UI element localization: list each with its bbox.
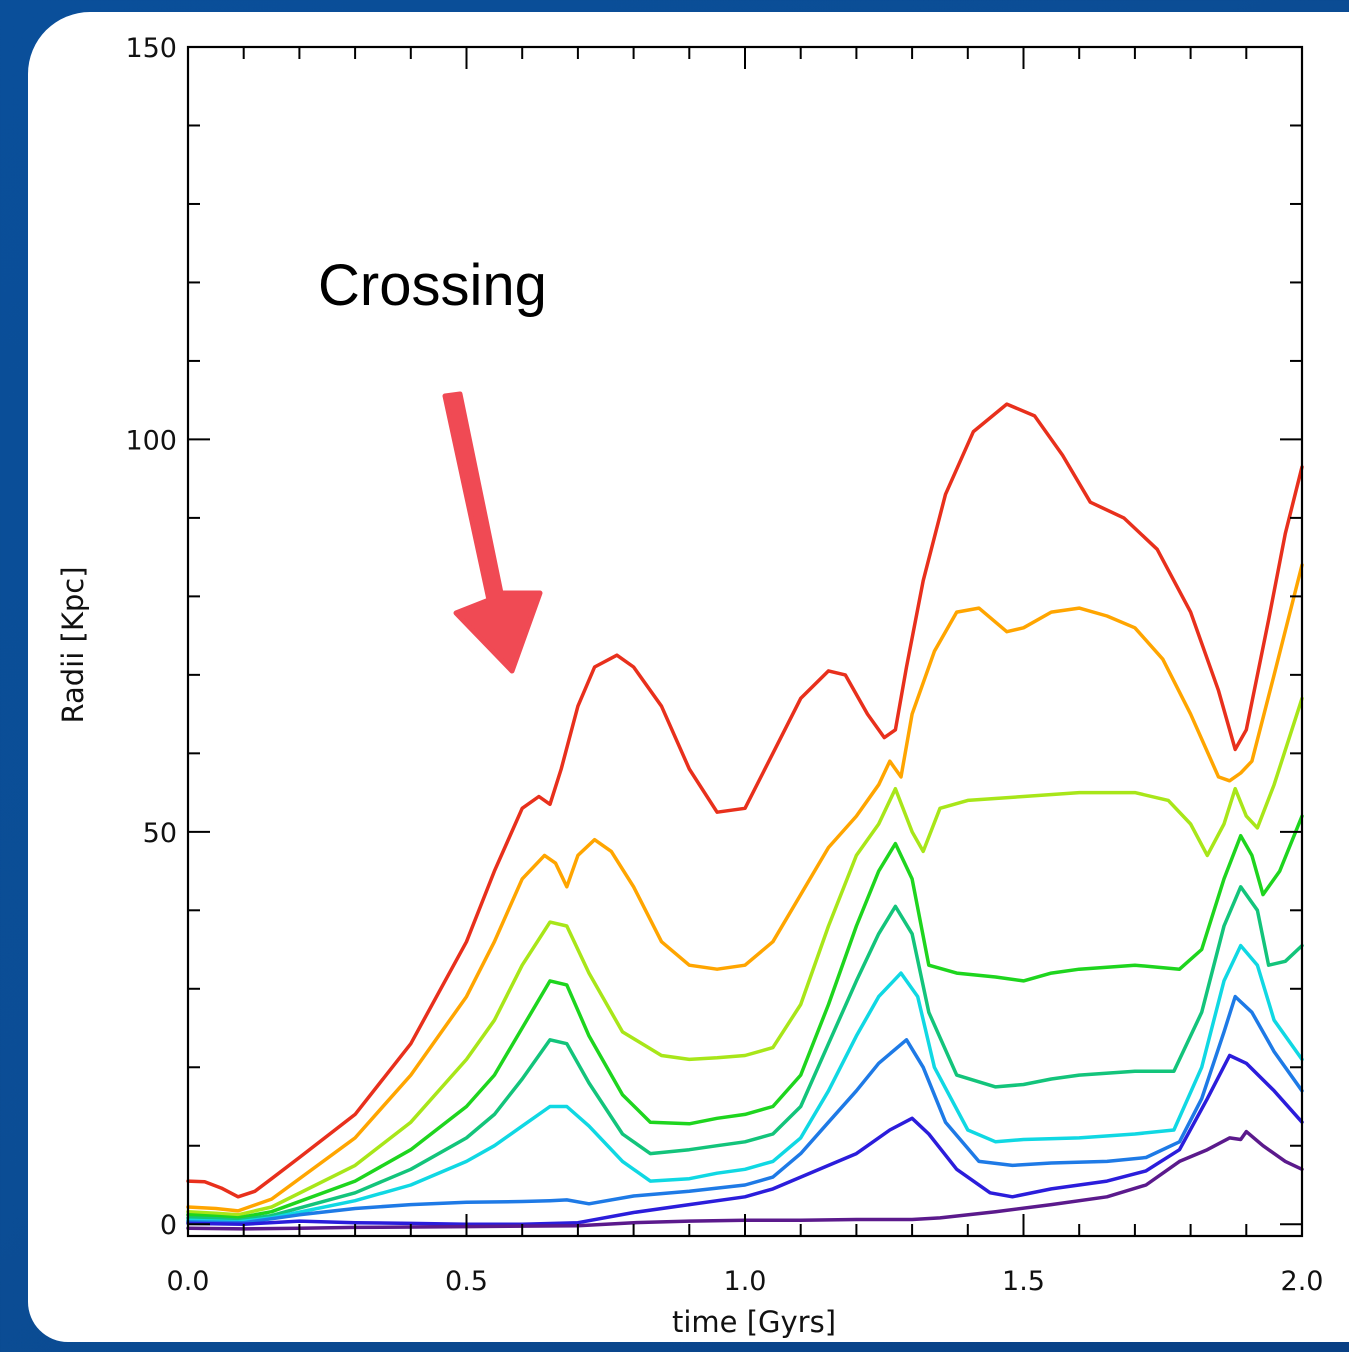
y-tick-label: 150	[125, 33, 177, 64]
x-tick-label: 1.0	[724, 1266, 767, 1297]
series-line-2	[186, 563, 1304, 1213]
series-line-6	[186, 943, 1304, 1224]
y-tick-label: 100	[125, 425, 177, 456]
x-tick-label: 2.0	[1281, 1266, 1324, 1297]
series-line-7	[186, 994, 1304, 1225]
y-tick-label: 0	[160, 1210, 177, 1241]
y-axis-title: Radii [Kpc]	[56, 566, 90, 723]
plot-axes	[186, 45, 1304, 1238]
series-line-8	[186, 1053, 1304, 1226]
crossing-annotation: Crossing	[318, 253, 547, 318]
red-down-arrow-icon	[442, 391, 543, 674]
series-line-3	[186, 696, 1304, 1217]
x-tick-label: 1.5	[1002, 1266, 1045, 1297]
x-axis-title: time [Gyrs]	[672, 1305, 836, 1339]
axis-ticks	[187, 46, 1303, 1236]
series-line-1	[186, 402, 1304, 1199]
series-layer	[186, 402, 1304, 1231]
series-line-5	[186, 885, 1304, 1223]
series-line-4	[186, 814, 1304, 1220]
plot-frame	[186, 45, 1304, 1238]
y-tick-label: 50	[143, 818, 177, 849]
x-tick-label: 0.5	[445, 1266, 488, 1297]
x-tick-label: 0.0	[167, 1266, 210, 1297]
chart-card	[28, 12, 1349, 1342]
tick-labels: 0.0 0.5 1.0 1.5 2.0 0 50 100 150	[125, 33, 1323, 1297]
